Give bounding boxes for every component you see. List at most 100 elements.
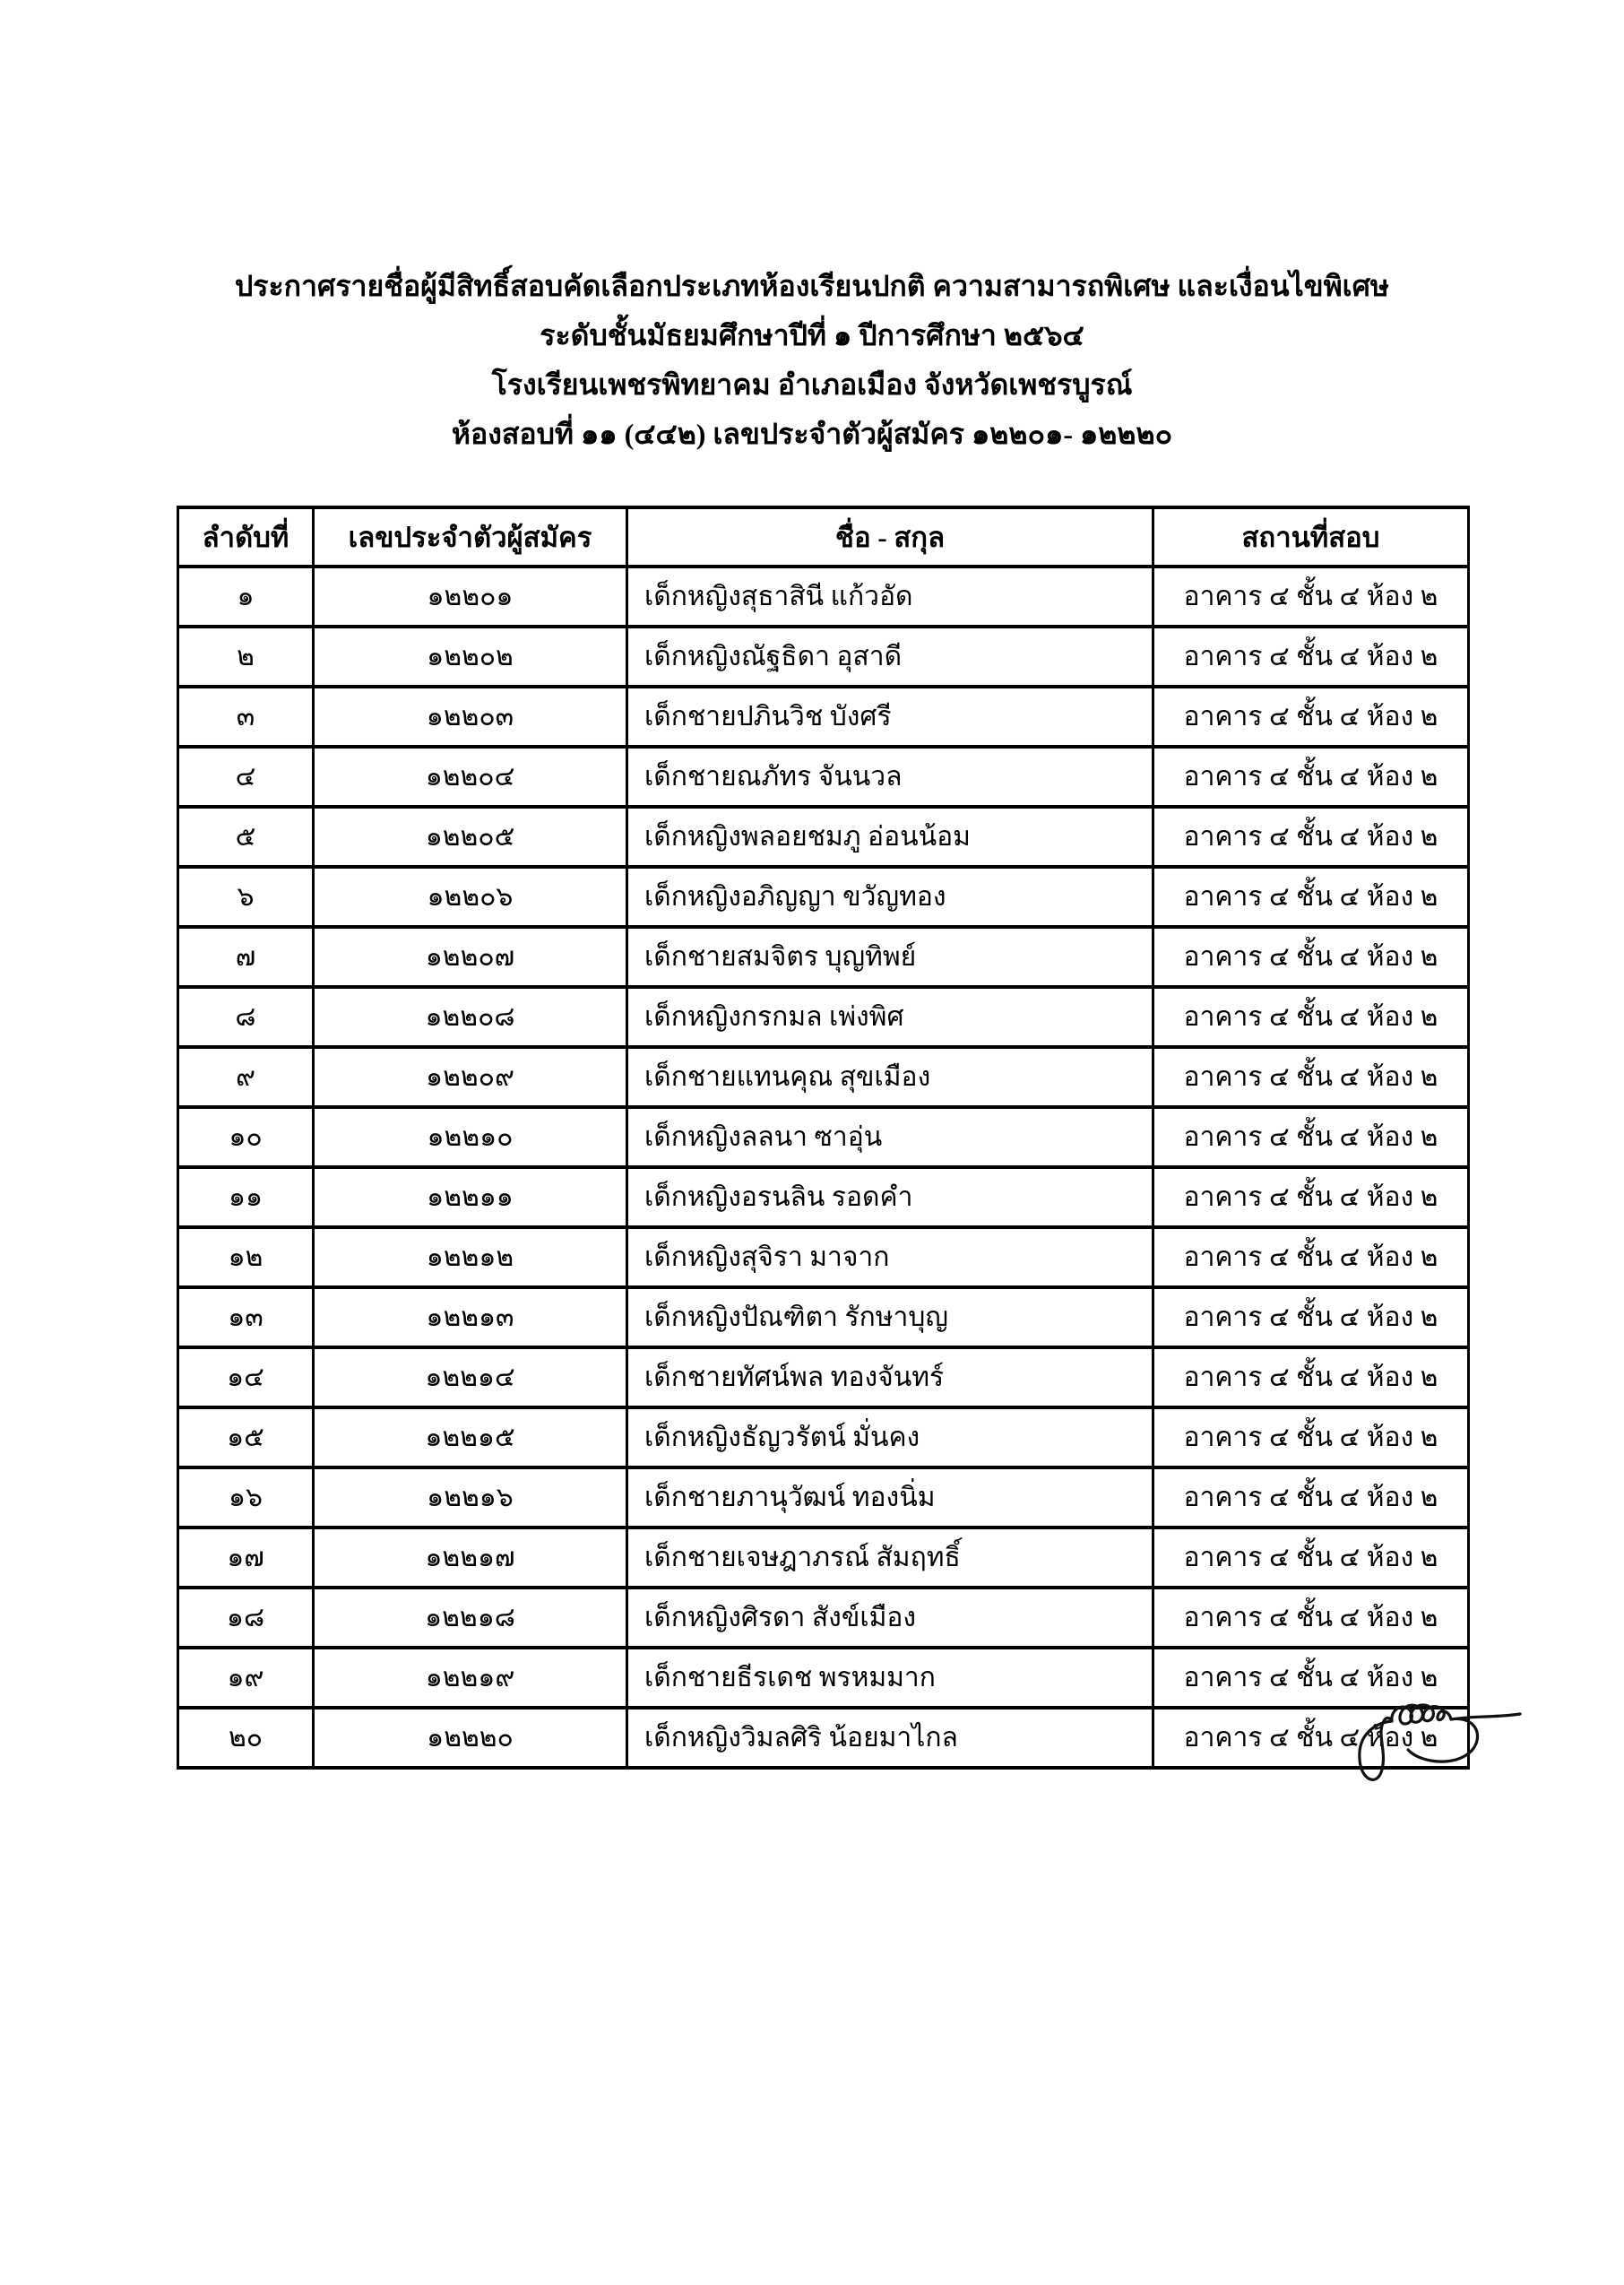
cell-order: ๑ bbox=[177, 565, 315, 628]
cell-location: อาคาร ๔ ชั้น ๔ ห้อง ๒ bbox=[1152, 1346, 1470, 1409]
table-row: ๒๐ ๑๒๒๒๐ เด็กหญิงวิมลศิริ น้อยมาไกล อาคาร ๔… bbox=[177, 1706, 1470, 1770]
cell-location: อาคาร ๔ ชั้น ๔ ห้อง ๒ bbox=[1152, 1045, 1470, 1109]
cell-location: อาคาร ๔ ชั้น ๔ ห้อง ๒ bbox=[1152, 565, 1470, 628]
cell-order: ๑๔ bbox=[177, 1346, 315, 1409]
col-header-candidate-id: เลขประจำตัวผู้สมัคร bbox=[312, 506, 628, 568]
col-header-order: ลำดับที่ bbox=[177, 506, 315, 568]
cell-order: ๒๐ bbox=[177, 1706, 315, 1770]
cell-location: อาคาร ๔ ชั้น ๔ ห้อง ๒ bbox=[1152, 985, 1470, 1049]
cell-location: อาคาร ๔ ชั้น ๔ ห้อง ๒ bbox=[1152, 1105, 1470, 1169]
table-row: ๑๒ ๑๒๒๑๒ เด็กหญิงสุจิรา มาจาก อาคาร ๔ ชั้น … bbox=[177, 1225, 1470, 1289]
cell-order: ๓ bbox=[177, 685, 315, 749]
cell-candidate-id: ๑๒๒๐๒ bbox=[312, 625, 628, 688]
cell-candidate-id: ๑๒๒๒๐ bbox=[312, 1706, 628, 1770]
cell-name: เด็กชายสมจิตร บุญทิพย์ bbox=[626, 925, 1154, 989]
cell-candidate-id: ๑๒๒๐๔ bbox=[312, 745, 628, 809]
cell-candidate-id: ๑๒๒๑๐ bbox=[312, 1105, 628, 1169]
cell-name: เด็กชายภานุวัฒน์ ทองนิ่ม bbox=[626, 1466, 1154, 1529]
cell-candidate-id: ๑๒๒๐๗ bbox=[312, 925, 628, 989]
cell-order: ๑๘ bbox=[177, 1586, 315, 1649]
cell-name: เด็กหญิงสุจิรา มาจาก bbox=[626, 1225, 1154, 1289]
table-row: ๑๐ ๑๒๒๑๐ เด็กหญิงลลนา ซาอุ่น อาคาร ๔ ชั้น ๔… bbox=[177, 1105, 1470, 1169]
cell-name: เด็กหญิงณัฐธิดา อุสาดี bbox=[626, 625, 1154, 688]
table-row: ๔๑๒๒๐๔ เด็กชายณภัทร จันนวล อาคาร ๔ ชั้น ๔ … bbox=[177, 745, 1470, 809]
table-row: ๗๑๒๒๐๗ เด็กชายสมจิตร บุญทิพย์ อาคาร ๔ ชั้น… bbox=[177, 925, 1470, 989]
cell-order: ๘ bbox=[177, 985, 315, 1049]
title-line-announcement: ประกาศรายชื่อผู้มีสิทธิ์สอบคัดเลือกประเภ… bbox=[234, 270, 1390, 302]
cell-candidate-id: ๑๒๒๑๗ bbox=[312, 1526, 628, 1589]
cell-order: ๔ bbox=[177, 745, 315, 809]
cell-name: เด็กหญิงอภิญญา ขวัญทอง bbox=[626, 865, 1154, 929]
cell-location: อาคาร ๔ ชั้น ๔ ห้อง ๒ bbox=[1152, 1586, 1470, 1649]
table-row: ๙๑๒๒๐๙ เด็กชายแทนคุณ สุขเมือง อาคาร ๔ ชั้น… bbox=[177, 1045, 1470, 1109]
announcement-title: ประกาศรายชื่อผู้มีสิทธิ์สอบคัดเลือกประเภ… bbox=[0, 262, 1624, 459]
table-row: ๑๖ ๑๒๒๑๖ เด็กชายภานุวัฒน์ ทองนิ่ม อาคาร ๔ ช… bbox=[177, 1466, 1470, 1529]
cell-candidate-id: ๑๒๒๑๔ bbox=[312, 1346, 628, 1409]
cell-name: เด็กหญิงอรนลิน รอดคำ bbox=[626, 1165, 1154, 1229]
cell-order: ๑๖ bbox=[177, 1466, 315, 1529]
cell-location: อาคาร ๔ ชั้น ๔ ห้อง ๒ bbox=[1152, 1165, 1470, 1229]
cell-order: ๕ bbox=[177, 805, 315, 869]
table-body: ๑๑๒๒๐๑ เด็กหญิงสุธาสินี แก้วอัด อาคาร ๔ ชั… bbox=[177, 565, 1470, 1770]
candidate-table: ลำดับที่ เลขประจำตัวผู้สมัคร ชื่อ - สกุล… bbox=[177, 506, 1470, 1770]
cell-order: ๑๙ bbox=[177, 1646, 315, 1709]
table-row: ๑๑ ๑๒๒๑๑ เด็กหญิงอรนลิน รอดคำ อาคาร ๔ ชั้น … bbox=[177, 1165, 1470, 1229]
table-row: ๑๗ ๑๒๒๑๗ เด็กชายเจษฎาภรณ์ สัมฤทธิ์ อาคาร ๔ … bbox=[177, 1526, 1470, 1589]
cell-name: เด็กหญิงสุธาสินี แก้วอัด bbox=[626, 565, 1154, 628]
cell-location: อาคาร ๔ ชั้น ๔ ห้อง ๒ bbox=[1152, 805, 1470, 869]
cell-order: ๑๗ bbox=[177, 1526, 315, 1589]
col-header-location: สถานที่สอบ bbox=[1152, 506, 1470, 568]
cell-order: ๗ bbox=[177, 925, 315, 989]
cell-location: อาคาร ๔ ชั้น ๔ ห้อง ๒ bbox=[1152, 1225, 1470, 1289]
cell-location: อาคาร ๔ ชั้น ๔ ห้อง ๒ bbox=[1152, 745, 1470, 809]
cell-location: อาคาร ๔ ชั้น ๔ ห้อง ๒ bbox=[1152, 865, 1470, 929]
cell-name: เด็กชายธีรเดช พรหมมาก bbox=[626, 1646, 1154, 1709]
cell-location: อาคาร ๔ ชั้น ๔ ห้อง ๒ bbox=[1152, 1526, 1470, 1589]
cell-name: เด็กหญิงวิมลศิริ น้อยมาไกล bbox=[626, 1706, 1154, 1770]
table-row: ๘๑๒๒๐๘ เด็กหญิงกรกมล เพ่งพิศ อาคาร ๔ ชั้น … bbox=[177, 985, 1470, 1049]
cell-order: ๑๕ bbox=[177, 1406, 315, 1469]
cell-order: ๑๐ bbox=[177, 1105, 315, 1169]
cell-name: เด็กหญิงศิรดา สังข์เมือง bbox=[626, 1586, 1154, 1649]
cell-candidate-id: ๑๒๒๑๓ bbox=[312, 1285, 628, 1349]
table-row: ๑๘ ๑๒๒๑๘ เด็กหญิงศิรดา สังข์เมือง อาคาร ๔ ช… bbox=[177, 1586, 1470, 1649]
cell-name: เด็กชายเจษฎาภรณ์ สัมฤทธิ์ bbox=[626, 1526, 1154, 1589]
cell-candidate-id: ๑๒๒๑๕ bbox=[312, 1406, 628, 1469]
cell-location: อาคาร ๔ ชั้น ๔ ห้อง ๒ bbox=[1152, 685, 1470, 749]
cell-order: ๙ bbox=[177, 1045, 315, 1109]
table-row: ๑๙ ๑๒๒๑๙ เด็กชายธีรเดช พรหมมาก อาคาร ๔ ชั้น… bbox=[177, 1646, 1470, 1709]
cell-location: อาคาร ๔ ชั้น ๔ ห้อง ๒ bbox=[1152, 625, 1470, 688]
cell-order: ๑๑ bbox=[177, 1165, 315, 1229]
table-row: ๕๑๒๒๐๕ เด็กหญิงพลอยชมภู อ่อนน้อม อาคาร ๔ ช… bbox=[177, 805, 1470, 869]
cell-name: เด็กหญิงปัณฑิตา รักษาบุญ bbox=[626, 1285, 1154, 1349]
table-row: ๖๑๒๒๐๖ เด็กหญิงอภิญญา ขวัญทอง อาคาร ๔ ชั้น… bbox=[177, 865, 1470, 929]
cell-candidate-id: ๑๒๒๐๖ bbox=[312, 865, 628, 929]
title-line-exam-room: ห้องสอบที่ ๑๑ (๔๔๒) เลขประจำตัวผู้สมัคร … bbox=[451, 418, 1173, 450]
table-header-row: ลำดับที่ เลขประจำตัวผู้สมัคร ชื่อ - สกุล… bbox=[177, 506, 1470, 568]
cell-order: ๖ bbox=[177, 865, 315, 929]
cell-candidate-id: ๑๒๒๐๕ bbox=[312, 805, 628, 869]
cell-candidate-id: ๑๒๒๑๙ bbox=[312, 1646, 628, 1709]
title-line-grade-year: ระดับชั้นมัธยมศึกษาปีที่ ๑ ปีการศึกษา ๒๕… bbox=[540, 319, 1084, 351]
cell-location: อาคาร ๔ ชั้น ๔ ห้อง ๒ bbox=[1152, 925, 1470, 989]
cell-candidate-id: ๑๒๒๐๙ bbox=[312, 1045, 628, 1109]
cell-order: ๑๒ bbox=[177, 1225, 315, 1289]
cell-candidate-id: ๑๒๒๐๓ bbox=[312, 685, 628, 749]
cell-location: อาคาร ๔ ชั้น ๔ ห้อง ๒ bbox=[1152, 1706, 1470, 1770]
cell-name: เด็กหญิงกรกมล เพ่งพิศ bbox=[626, 985, 1154, 1049]
table-row: ๑๑๒๒๐๑ เด็กหญิงสุธาสินี แก้วอัด อาคาร ๔ ชั… bbox=[177, 565, 1470, 628]
cell-location: อาคาร ๔ ชั้น ๔ ห้อง ๒ bbox=[1152, 1466, 1470, 1529]
cell-name: เด็กหญิงลลนา ซาอุ่น bbox=[626, 1105, 1154, 1169]
cell-candidate-id: ๑๒๒๑๑ bbox=[312, 1165, 628, 1229]
cell-candidate-id: ๑๒๒๑๒ bbox=[312, 1225, 628, 1289]
table-row: ๒๑๒๒๐๒ เด็กหญิงณัฐธิดา อุสาดี อาคาร ๔ ชั้น… bbox=[177, 625, 1470, 688]
cell-location: อาคาร ๔ ชั้น ๔ ห้อง ๒ bbox=[1152, 1646, 1470, 1709]
title-line-school: โรงเรียนเพชรพิทยาคม อำเภอเมือง จังหวัดเพ… bbox=[491, 368, 1133, 401]
cell-candidate-id: ๑๒๒๑๘ bbox=[312, 1586, 628, 1649]
cell-name: เด็กหญิงธัญวรัตน์ มั่นคง bbox=[626, 1406, 1154, 1469]
cell-location: อาคาร ๔ ชั้น ๔ ห้อง ๒ bbox=[1152, 1285, 1470, 1349]
cell-location: อาคาร ๔ ชั้น ๔ ห้อง ๒ bbox=[1152, 1406, 1470, 1469]
cell-order: ๑๓ bbox=[177, 1285, 315, 1349]
table-row: ๑๓ ๑๒๒๑๓ เด็กหญิงปัณฑิตา รักษาบุญ อาคาร ๔ ช… bbox=[177, 1285, 1470, 1349]
